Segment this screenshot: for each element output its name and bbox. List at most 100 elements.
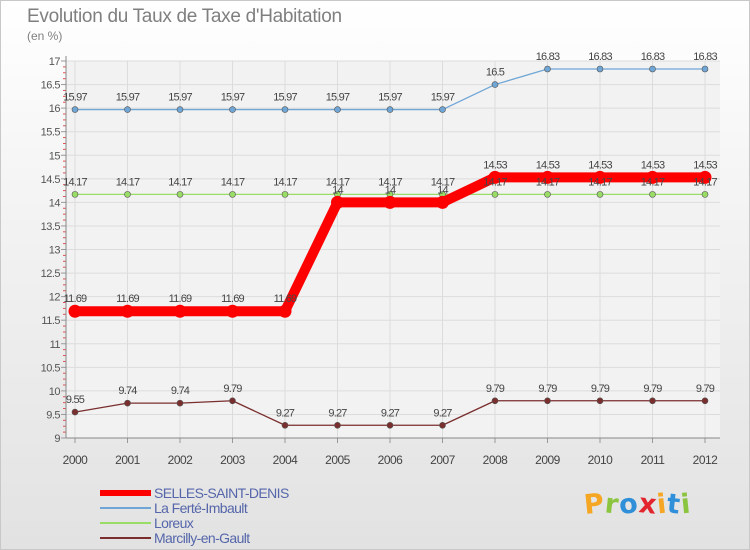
y-tick-label: 12: [49, 292, 61, 304]
data-point: [281, 421, 289, 429]
data-point: [226, 304, 239, 318]
data-point: [71, 106, 79, 113]
legend-label: SELLES-SAINT-DENIS: [154, 485, 289, 501]
data-point: [646, 170, 659, 184]
x-tick-label: 2005: [325, 453, 351, 467]
data-label: 14.53: [483, 159, 507, 171]
data-point: [436, 195, 449, 209]
data-point: [701, 65, 709, 73]
data-label: 9.27: [328, 407, 347, 419]
x-tick-label: 2001: [115, 453, 141, 467]
legend-swatch: [100, 507, 151, 509]
data-point: [229, 106, 236, 113]
data-label: 11.69: [116, 293, 139, 305]
legend-label: Loreux: [154, 515, 194, 531]
data-point: [71, 408, 79, 416]
data-point: [173, 304, 187, 318]
data-label: 9.79: [538, 383, 557, 395]
data-point: [124, 191, 131, 198]
x-tick-label: 2004: [273, 453, 299, 467]
y-tick-label: 12.5: [41, 268, 61, 280]
data-label: 15.97: [221, 92, 245, 104]
data-label: 14.17: [641, 176, 665, 188]
data-label: 14: [332, 184, 343, 196]
legend-label: La Ferté-Imbault: [154, 500, 248, 516]
y-tick-label: 11.5: [41, 315, 60, 327]
data-label: 9.74: [171, 385, 190, 397]
data-label: 9.79: [643, 383, 662, 395]
data-label: 14.17: [483, 176, 507, 188]
data-point: [176, 399, 184, 407]
data-point: [701, 397, 709, 405]
data-label: 15.97: [116, 92, 140, 104]
data-label: 16.83: [641, 51, 665, 63]
data-label: 9.27: [276, 407, 295, 419]
x-tick-label: 2008: [483, 453, 509, 467]
data-label: 9.79: [223, 383, 242, 395]
y-axis-unit: (en %): [27, 29, 63, 43]
data-point: [176, 191, 184, 198]
y-tick-label: 15.5: [41, 127, 61, 139]
data-label: 11.69: [274, 293, 297, 305]
data-label: 15.97: [273, 92, 297, 104]
data-label: 16.83: [588, 51, 612, 63]
y-tick-label: 16.5: [41, 80, 61, 92]
data-point: [281, 106, 289, 113]
data-point: [491, 397, 499, 405]
data-point: [439, 421, 446, 429]
data-label: 9.55: [66, 394, 85, 406]
y-tick-label: 10.5: [41, 362, 61, 374]
y-tick-label: 9: [54, 433, 60, 445]
data-point: [124, 399, 131, 407]
x-tick-label: 2000: [63, 453, 89, 467]
y-tick-label: 15: [49, 150, 61, 162]
data-label: 14.17: [273, 176, 297, 188]
data-label: 14.17: [693, 176, 717, 188]
data-label: 16.83: [693, 51, 717, 63]
x-tick-label: 2009: [535, 453, 561, 467]
y-tick-label: 9.5: [46, 409, 60, 421]
x-tick-label: 2002: [168, 453, 194, 467]
data-label: 14.17: [116, 176, 140, 188]
data-point: [544, 191, 551, 198]
data-label: 14.17: [431, 176, 455, 188]
y-tick-label: 11: [50, 339, 61, 351]
data-point: [488, 170, 502, 184]
data-point: [649, 65, 656, 73]
data-point: [439, 106, 446, 113]
data-label: 9.74: [118, 385, 137, 397]
data-label: 15.97: [326, 92, 350, 104]
x-tick-label: 2003: [220, 453, 246, 467]
legend-swatch: [100, 537, 151, 539]
data-point: [124, 106, 131, 113]
data-label: 16.5: [486, 67, 505, 79]
data-point: [334, 421, 341, 429]
data-point: [386, 421, 394, 429]
data-label: 14.53: [641, 159, 665, 171]
data-label: 14.17: [588, 176, 612, 188]
data-point: [544, 397, 551, 405]
y-tick-label: 13: [49, 245, 61, 257]
data-point: [596, 191, 604, 198]
y-tick-label: 14.5: [41, 174, 61, 186]
data-point: [596, 397, 604, 405]
data-label: 14.17: [536, 176, 560, 188]
data-point: [649, 191, 656, 198]
data-label: 11.69: [169, 293, 192, 305]
data-point: [596, 65, 604, 73]
data-point: [68, 304, 82, 318]
data-label: 14.17: [63, 176, 87, 188]
data-label: 14.53: [536, 159, 560, 171]
data-point: [701, 191, 709, 198]
data-point: [229, 397, 236, 405]
data-point: [541, 170, 554, 184]
data-label: 15.97: [63, 92, 87, 104]
data-label: 16.83: [536, 51, 560, 63]
data-label: 9.79: [486, 383, 505, 395]
data-point: [649, 397, 656, 405]
data-point: [278, 304, 292, 318]
proxiti-logo: Proxiti: [582, 488, 693, 521]
y-tick-label: 14: [49, 197, 61, 209]
data-point: [281, 191, 289, 198]
